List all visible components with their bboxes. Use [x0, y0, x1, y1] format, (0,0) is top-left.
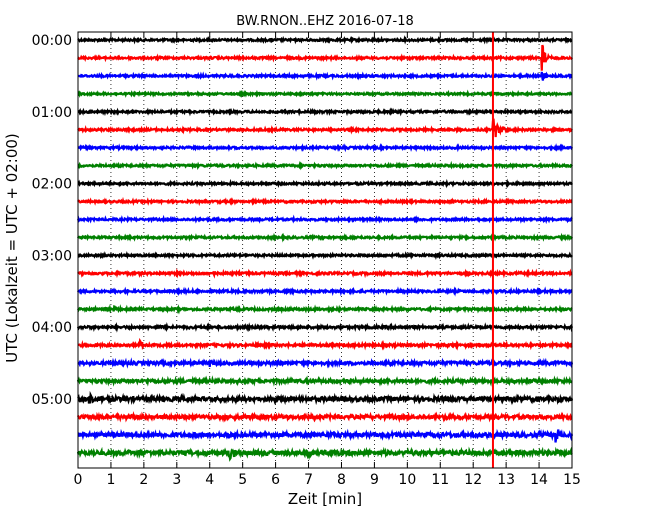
trace-row	[77, 250, 573, 260]
trace-row	[77, 89, 573, 98]
x-tick-label: 10	[398, 472, 416, 488]
plot-frame	[77, 31, 573, 469]
trace-row	[77, 390, 574, 406]
x-tick-label: 4	[205, 472, 214, 488]
x-tick-label: 12	[464, 472, 482, 488]
x-tick-label: 6	[271, 472, 280, 488]
chart-title: BW.RNON..EHZ 2016-07-18	[236, 14, 414, 29]
x-tick-label: 0	[74, 472, 83, 488]
trace-row	[77, 71, 573, 81]
x-tick-label: 11	[431, 472, 449, 488]
seismogram-traces	[76, 35, 574, 462]
trace-row	[77, 178, 573, 189]
x-tick-label: 5	[238, 472, 247, 488]
y-tick-label: 02:00	[32, 177, 72, 193]
y-tick-label: 00:00	[32, 33, 72, 49]
trace-row	[77, 304, 573, 315]
trace-row	[76, 410, 573, 424]
trace-row	[77, 142, 574, 153]
trace-row	[76, 214, 573, 225]
y-tick-label: 05:00	[32, 392, 72, 408]
x-tick-label: 13	[497, 472, 515, 488]
y-tick-label: 01:00	[32, 105, 72, 121]
trace-row	[77, 337, 573, 351]
x-tick-label: 7	[304, 472, 313, 488]
trace-row	[77, 118, 573, 138]
trace-row	[77, 44, 573, 71]
trace-row	[76, 321, 574, 333]
x-tick-label: 2	[139, 472, 148, 488]
y-axis: 00:00 01:00 02:00 03:00 04:00 05:00	[32, 33, 572, 408]
trace-row	[77, 232, 573, 243]
trace-row	[77, 267, 573, 279]
y-tick-label: 03:00	[32, 248, 72, 264]
x-tick-label: 1	[106, 472, 115, 488]
x-axis: 0 1 2 3 4 5 6 7 8 9 10 11 12 13 14 15	[74, 32, 581, 488]
y-tick-label: 04:00	[32, 320, 72, 336]
y-axis-label: UTC (Lokalzeit = UTC + 02:00)	[3, 133, 21, 363]
gridlines	[110, 32, 540, 468]
x-tick-label: 14	[530, 472, 548, 488]
x-axis-label: Zeit [min]	[288, 490, 362, 508]
trace-row	[77, 160, 573, 171]
trace-row	[77, 357, 574, 369]
trace-row	[76, 375, 573, 387]
x-tick-label: 9	[370, 472, 379, 488]
trace-row	[77, 107, 573, 117]
x-tick-label: 3	[172, 472, 181, 488]
trace-row	[77, 286, 573, 297]
trace-row	[77, 428, 574, 443]
x-tick-label: 15	[563, 472, 581, 488]
x-tick-label: 8	[337, 472, 346, 488]
trace-row	[76, 446, 573, 462]
trace-row	[77, 196, 573, 207]
trace-row	[77, 35, 573, 45]
